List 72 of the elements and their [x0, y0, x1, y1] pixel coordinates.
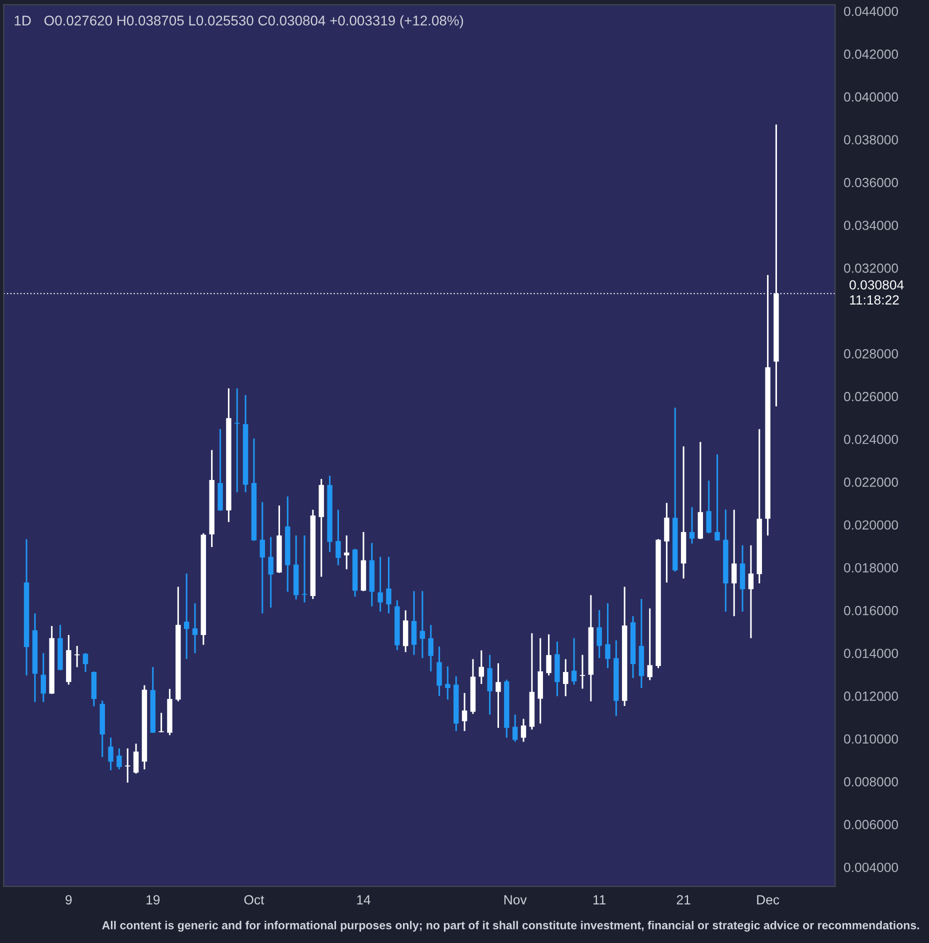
- x-tick-label: 11: [593, 895, 606, 904]
- y-tick-label: 0.020000: [844, 520, 898, 530]
- ref-line-label: 0.030804: [850, 280, 904, 290]
- candlestick: [108, 736, 114, 771]
- candlestick: [605, 602, 610, 669]
- y-tick-label: 0.042000: [844, 50, 898, 59]
- candlestick: [378, 556, 383, 612]
- x-tick-label: Dec: [757, 895, 780, 904]
- y-tick-label: 0.026000: [844, 392, 898, 402]
- y-tick-label: 0.004000: [844, 862, 898, 872]
- y-tick-label: 0.016000: [844, 606, 898, 616]
- candlestick: [571, 637, 577, 686]
- candlestick: [82, 652, 88, 673]
- candlestick: [420, 590, 426, 659]
- candlestick: [580, 654, 586, 690]
- candlestick: [260, 501, 265, 614]
- y-tick-label: 0.024000: [844, 434, 898, 444]
- y-tick-label: 0.038000: [844, 135, 898, 144]
- x-tick-label: 21: [676, 895, 690, 904]
- candlestick: [689, 506, 695, 544]
- text: 1D: [14, 16, 31, 26]
- candlestick: [664, 502, 670, 584]
- candlestick: [478, 650, 484, 685]
- y-tick-label: 0.014000: [844, 648, 898, 658]
- candlestick: [184, 572, 190, 660]
- y-tick-label: 0.036000: [844, 178, 898, 188]
- candlestick: [714, 454, 720, 542]
- candlestick: [125, 748, 130, 784]
- y-tick-label: 0.034000: [844, 220, 898, 230]
- candlestick: [40, 652, 46, 703]
- candlestick: [748, 544, 754, 639]
- candlestick: [411, 590, 417, 656]
- candlestick: [344, 534, 350, 570]
- y-tick-label: 0.008000: [844, 777, 898, 786]
- candlestick: [436, 646, 442, 697]
- candlestick: [462, 692, 468, 732]
- candlestick: [428, 624, 434, 672]
- y-tick-label: 0.022000: [844, 478, 898, 487]
- candlestick: [336, 509, 341, 566]
- candlestick: [546, 634, 552, 676]
- candlestick: [731, 509, 737, 617]
- candlestick: [192, 602, 198, 654]
- candlestick: [268, 536, 274, 608]
- y-tick-label: 0.044000: [844, 6, 898, 16]
- candlestick: [496, 662, 501, 729]
- x-tick-label: 9: [66, 895, 72, 904]
- candlestick: [706, 480, 712, 534]
- y-tick-label: 0.028000: [844, 349, 898, 358]
- x-tick-label: 19: [146, 895, 160, 904]
- candlestick: [445, 666, 450, 700]
- text: 11:18:22: [850, 295, 899, 305]
- candlestick: [512, 714, 518, 743]
- y-tick-label: 0.006000: [844, 820, 898, 830]
- x-tick-label: Oct: [244, 895, 264, 904]
- text: O0.027620 H0.038705 L0.025530 C0.030804 +0.003319 (+12.08%): [44, 15, 464, 28]
- text: All content is generic and for informational purposes only; no part of it shall constitute investment, financial or strategic advice or recommendations.: [102, 920, 919, 932]
- candlestick: [563, 658, 568, 697]
- y-tick-label: 0.032000: [844, 264, 898, 273]
- y-tick-label: 0.012000: [844, 692, 898, 701]
- candlestick: [647, 608, 652, 681]
- x-tick-label: 14: [357, 895, 370, 904]
- y-tick-label: 0.018000: [844, 563, 898, 572]
- y-tick-label: 0.040000: [844, 92, 898, 102]
- candlestick: [596, 609, 602, 659]
- y-tick-label: 0.010000: [844, 734, 898, 744]
- candlestick: [520, 718, 526, 743]
- candlestick: [487, 654, 492, 716]
- candlestick: [116, 748, 122, 770]
- candlestick: [133, 742, 139, 774]
- candlestick: [74, 645, 80, 668]
- x-tick-label: Nov: [504, 895, 527, 904]
- candlestick: [386, 556, 392, 614]
